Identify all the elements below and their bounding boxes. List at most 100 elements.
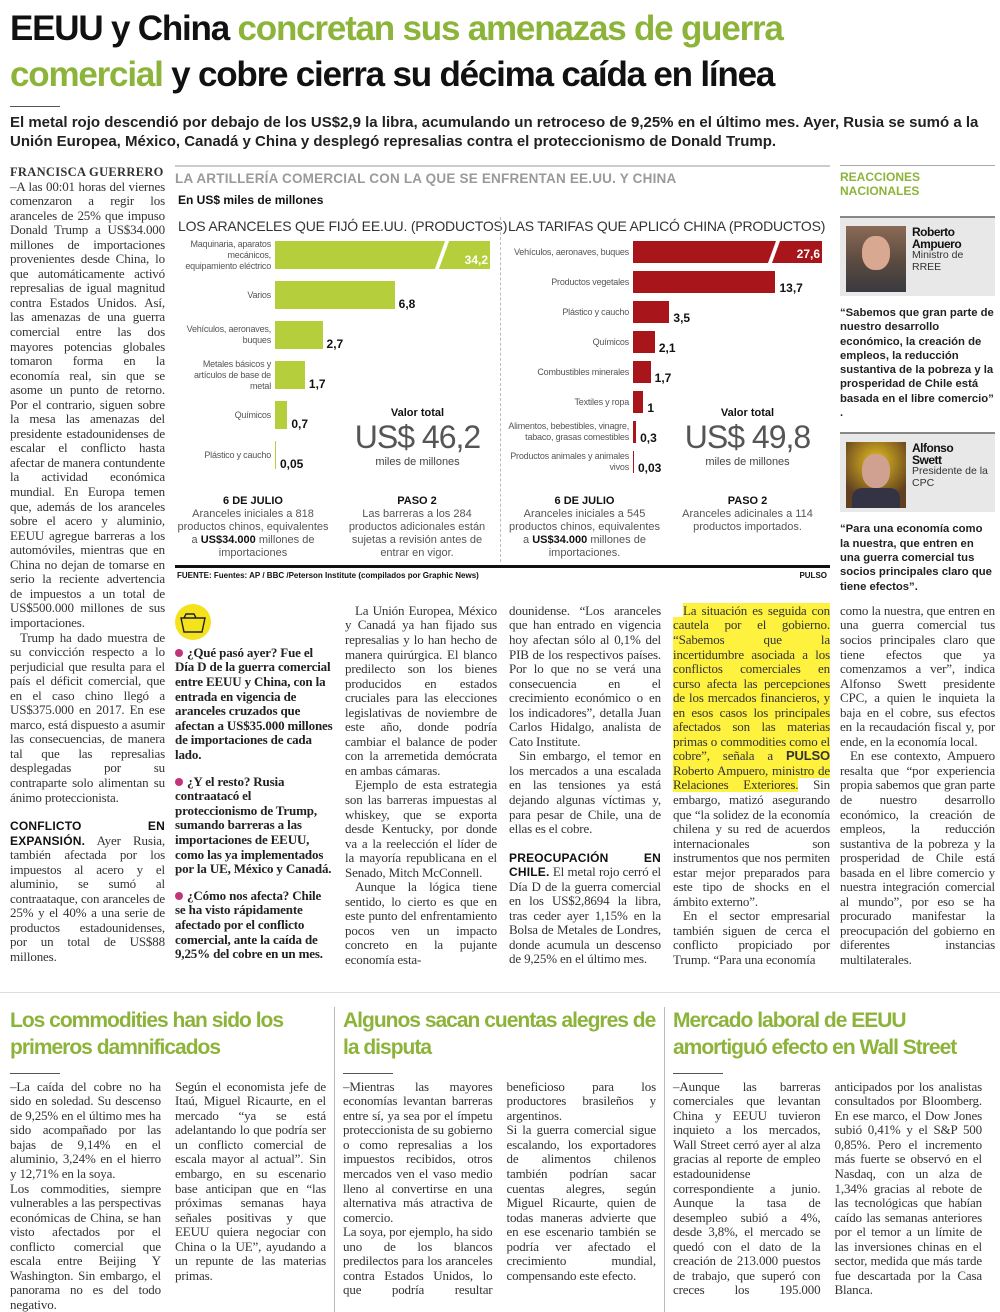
divider bbox=[10, 1072, 60, 1074]
person-name: Roberto Ampuero Ministro de RREE bbox=[912, 225, 964, 273]
bar bbox=[275, 241, 490, 269]
bar bbox=[275, 401, 288, 429]
category-label: Químicos bbox=[592, 336, 630, 347]
value-label: 27,6 bbox=[796, 247, 820, 261]
value-label: 2,7 bbox=[326, 337, 344, 351]
category-label: Plástico y caucho bbox=[204, 449, 271, 460]
category-label: Químicos bbox=[234, 409, 272, 420]
source: FUENTE: Fuentes: AP / BBC /Peterson Inst… bbox=[177, 571, 479, 580]
article-column-1: FRANCISCA GUERRERO –A las 00:01 horas de… bbox=[10, 165, 165, 964]
qa-item: ¿Qué pasó ayer? Fue el Día D de la guerr… bbox=[175, 644, 333, 763]
byline: FRANCISCA GUERRERO bbox=[10, 165, 164, 179]
category-label: Varios bbox=[247, 289, 271, 300]
bar bbox=[633, 301, 670, 323]
divider bbox=[175, 165, 830, 167]
value-label: 0,3 bbox=[640, 431, 657, 445]
infographic: LA ARTILLERÍA COMERCIAL CON LA QUE SE EN… bbox=[175, 165, 830, 585]
us-panel-title: LOS ARANCELES QUE FIJÓ EE.UU. (PRODUCTOS… bbox=[178, 218, 508, 234]
main-article: FRANCISCA GUERRERO –A las 00:01 horas de… bbox=[0, 165, 1000, 974]
section: Mercado laboral de EEUU amortiguó efecto… bbox=[664, 1006, 990, 1312]
article-column-4: La situación es seguida con cautela por … bbox=[673, 602, 830, 967]
value-label: 6,8 bbox=[398, 297, 416, 311]
headline: EEUU y China concretan sus amenazas de g… bbox=[10, 9, 784, 94]
article-column-5: como la nuestra, que entren en una guerr… bbox=[840, 602, 995, 967]
person-card: Alfonso Swett Presidente de la CPC bbox=[840, 432, 995, 513]
sidebar-title: REACCIONES NACIONALES bbox=[840, 165, 995, 198]
qa-item: ¿Cómo nos afecta? Chile se ha visto rápi… bbox=[175, 887, 323, 962]
category-label: Metales básicos y artículos de base de m… bbox=[193, 358, 271, 391]
section-headline: Algunos sacan cuentas alegres de la disp… bbox=[343, 1008, 656, 1059]
section: Los commodities han sido los primeros da… bbox=[10, 1007, 334, 1312]
person-card: Roberto Ampuero Ministro de RREE bbox=[840, 216, 995, 296]
subheading: PREOCUPACIÓN EN CHILE. bbox=[509, 850, 661, 880]
highlighted-text: La situación es seguida con cautela por … bbox=[673, 602, 830, 793]
bar bbox=[633, 271, 776, 293]
category-label: Maquinaria, aparatos mecánicos, equipami… bbox=[185, 238, 271, 271]
bar bbox=[275, 361, 305, 389]
credit: PULSO bbox=[799, 571, 827, 580]
bar bbox=[633, 391, 644, 413]
value-label: 34,2 bbox=[464, 253, 488, 267]
section: Algunos sacan cuentas alegres de la disp… bbox=[334, 1006, 664, 1312]
header: EEUU y China concretan sus amenazas de g… bbox=[0, 0, 1000, 151]
category-label: Vehículos, aeronaves, buques bbox=[186, 324, 272, 345]
article-body: ¿Qué pasó ayer? Fue el Día D de la guerr… bbox=[175, 602, 830, 974]
divider bbox=[10, 106, 60, 107]
category-label: Combustibles minerales bbox=[537, 366, 629, 377]
value-label: 3,5 bbox=[673, 311, 691, 325]
infographic-title: LA ARTILLERÍA COMERCIAL CON LA QUE SE EN… bbox=[175, 171, 677, 186]
note-us-july6: 6 DE JULIO Aranceles iniciales a 818 prod… bbox=[177, 495, 329, 559]
quote: “Sabemos que gran parte de nuestro desar… bbox=[840, 307, 994, 420]
bar bbox=[275, 281, 395, 309]
article-column-3: dounidense. “Los aranceles que han entra… bbox=[509, 602, 661, 967]
bar bbox=[633, 421, 637, 443]
section-body: –La caída del cobre no ha sido en soleda… bbox=[10, 1078, 326, 1312]
divider bbox=[500, 217, 501, 562]
value-label: 2,1 bbox=[658, 341, 676, 355]
value-label: 0,03 bbox=[638, 461, 662, 475]
category-label: Alimentos, bebestibles, vinagre, tabaco,… bbox=[508, 421, 629, 442]
folder-icon bbox=[175, 603, 211, 640]
us-total: Valor total US$ 46,2 miles de millones bbox=[354, 407, 481, 468]
section-headline: Los commodities han sido los primeros da… bbox=[10, 1008, 284, 1059]
article-column-2: La Unión Europea, México y Canadá ya han… bbox=[345, 602, 497, 967]
china-tariffs-chart: Vehículos, aeronaves, buques 27,6 Producto… bbox=[500, 237, 830, 487]
bar bbox=[633, 451, 634, 473]
divider bbox=[175, 565, 830, 568]
deck: El metal rojo descendió por debajo de lo… bbox=[10, 114, 979, 150]
qa-item: ¿Y el resto? Rusia contraatacó el protec… bbox=[175, 773, 332, 877]
section-headline: Mercado laboral de EEUU amortiguó efecto… bbox=[673, 1008, 957, 1059]
note-china-july6: 6 DE JULIO Aranceles iniciales a 545 prod… bbox=[508, 495, 661, 559]
person-photo bbox=[846, 226, 906, 292]
person-name: Alfonso Swett Presidente de la CPC bbox=[912, 441, 988, 489]
us-tariffs-chart: Maquinaria, aparatos mecánicos, equipami… bbox=[175, 237, 500, 487]
note-us-step2: PASO 2 Las barreras a los 284 productos a… bbox=[348, 495, 486, 559]
category-label: Productos vegetales bbox=[551, 276, 629, 287]
bottom-sections: Los commodities han sido los primeros da… bbox=[0, 991, 1000, 1312]
value-label: 1,7 bbox=[308, 377, 326, 391]
bar bbox=[633, 331, 655, 353]
divider bbox=[673, 1072, 723, 1074]
category-label: Textiles y ropa bbox=[574, 396, 629, 407]
bar bbox=[275, 441, 276, 469]
quote: “Para una economía como la nuestra, que … bbox=[840, 523, 992, 593]
section-body: –Aunque las barreras comerciales que lev… bbox=[673, 1078, 982, 1298]
divider bbox=[343, 1072, 393, 1074]
person-photo bbox=[846, 442, 906, 509]
sidebar: REACCIONES NACIONALES Roberto Ampuero Mini… bbox=[840, 165, 995, 594]
category-label: Productos animales y animales vivos bbox=[510, 451, 629, 472]
subheading: CONFLICTO EN EXPANSIÓN. bbox=[10, 819, 165, 848]
section-body: –Mientras las mayores economías levantan… bbox=[343, 1078, 656, 1298]
bar bbox=[275, 321, 323, 349]
category-label: Vehículos, aeronaves, buques bbox=[514, 246, 629, 257]
value-label: 1 bbox=[647, 401, 655, 415]
value-label: 0,05 bbox=[280, 457, 304, 471]
value-label: 13,7 bbox=[779, 281, 803, 295]
value-label: 1,7 bbox=[654, 371, 672, 385]
china-panel-title: LAS TARIFAS QUE APLICÓ CHINA (PRODUCTOS) bbox=[508, 218, 826, 234]
infographic-subtitle: En US$ miles de millones bbox=[178, 193, 324, 207]
category-label: Plástico y caucho bbox=[562, 306, 629, 317]
bar bbox=[633, 361, 651, 383]
china-total: Valor total US$ 49,8 miles de millones bbox=[684, 407, 811, 468]
qa-box: ¿Qué pasó ayer? Fue el Día D de la guerr… bbox=[175, 603, 333, 974]
